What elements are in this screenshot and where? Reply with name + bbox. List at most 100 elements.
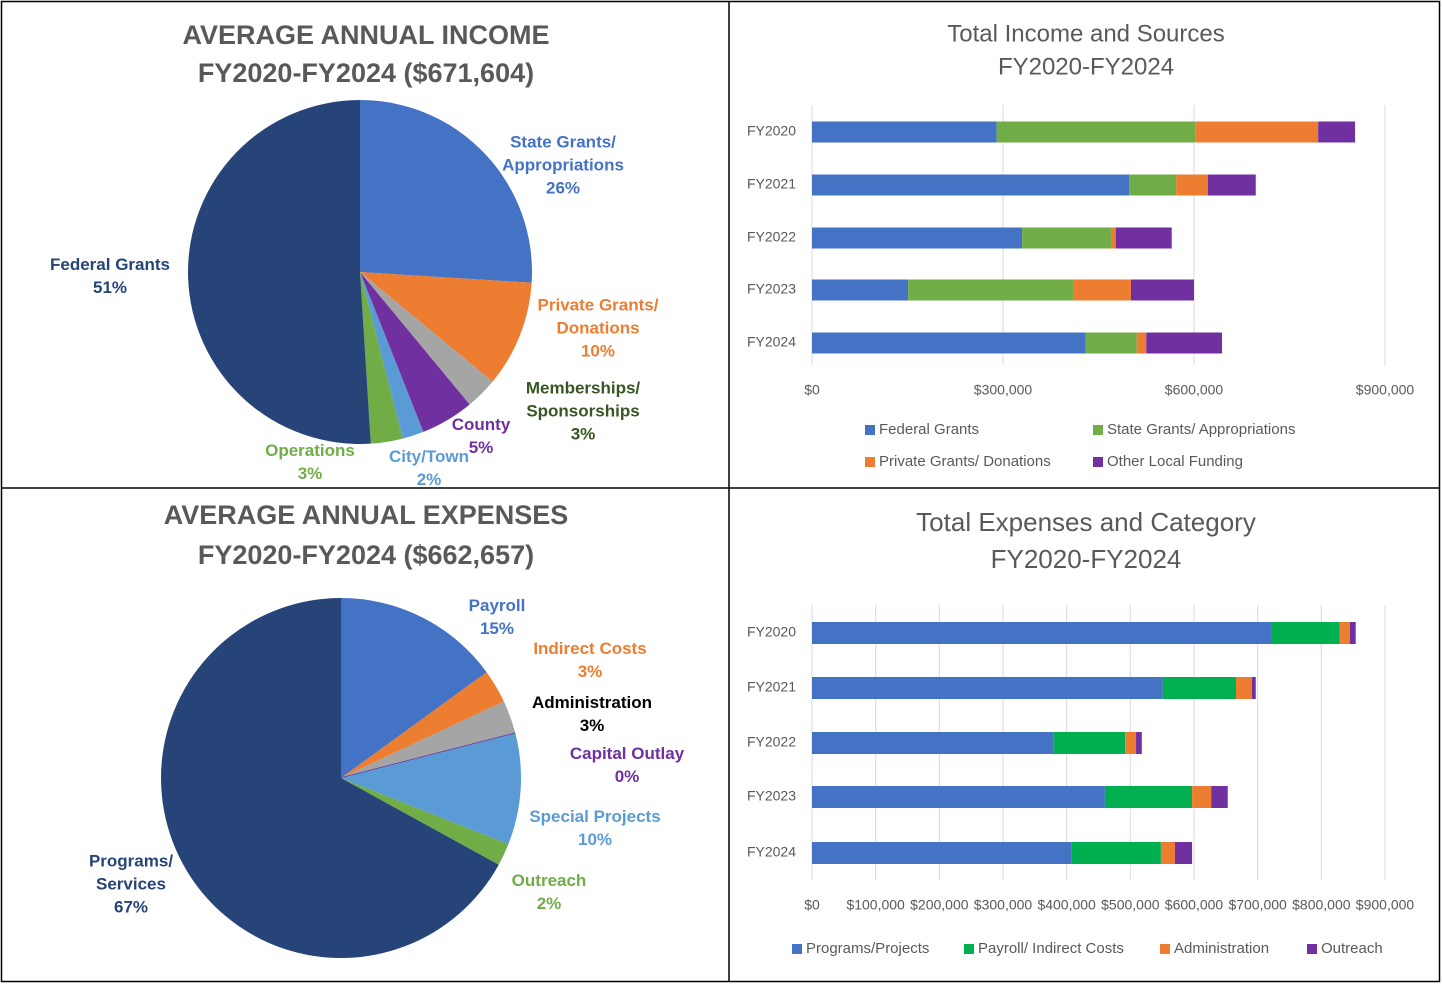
pie-slice [161, 598, 499, 958]
legend-label: Programs/Projects [806, 940, 929, 957]
x-tick-label: $800,000 [1292, 897, 1351, 913]
slice-label: Federal Grants 51% [50, 253, 170, 299]
bar-segment [1251, 677, 1256, 699]
y-tick-label: FY2022 [747, 229, 796, 245]
bar-segment [1104, 786, 1193, 808]
slice-label: Special Projects 10% [529, 805, 660, 851]
pie-slice [341, 778, 509, 865]
slice-label: Payroll 15% [469, 594, 526, 640]
slice-value: 2% [416, 470, 442, 489]
bar-segment [812, 227, 1023, 249]
slice-name: Programs/ Services [88, 851, 174, 894]
bar-segment [812, 842, 1072, 864]
bar-segment [1071, 842, 1161, 864]
slice-label: Administration 3% [532, 691, 652, 737]
legend-swatch [865, 457, 875, 467]
slice-label: Indirect Costs 3% [533, 637, 646, 683]
chart-subtitle: FY2020-FY2024 [991, 544, 1182, 574]
bar-segment [908, 279, 1074, 301]
legend-swatch [865, 425, 875, 435]
x-tick-label: $600,000 [1165, 897, 1224, 913]
y-tick-label: FY2021 [747, 679, 796, 695]
pie-slice [360, 100, 532, 283]
slice-label: City/Town 2% [389, 445, 469, 491]
bar-segment [812, 174, 1130, 196]
y-tick-label: FY2020 [747, 123, 796, 139]
slice-label: County 5% [452, 413, 511, 459]
pie-slice [360, 272, 403, 444]
y-tick-label: FY2024 [747, 844, 796, 860]
bar-segment [812, 786, 1105, 808]
slice-label: Programs/ Services 67% [89, 850, 173, 919]
legend-swatch [792, 944, 802, 954]
slice-name: City/Town [389, 447, 469, 466]
x-tick-label: $0 [804, 382, 820, 398]
bar-segment [1136, 332, 1147, 354]
y-tick-label: FY2024 [747, 334, 796, 350]
slice-value: 15% [479, 619, 515, 638]
legend-swatch [1160, 944, 1170, 954]
bar-segment [1192, 786, 1212, 808]
slice-value: 5% [468, 438, 494, 457]
legend-label: Payroll/ Indirect Costs [978, 940, 1124, 957]
slice-value: 3% [577, 662, 603, 681]
pie-slice [360, 272, 470, 432]
slice-name: Capital Outlay [569, 744, 685, 763]
slice-value: 67% [113, 897, 149, 917]
pie-slice [187, 100, 371, 444]
slice-name: State Grants/ Appropriations [502, 132, 624, 175]
legend-swatch [1093, 425, 1103, 435]
pie-slice [360, 272, 424, 439]
y-tick-label: FY2022 [747, 734, 796, 750]
bar-segment [1339, 622, 1350, 644]
bar-segment [1130, 279, 1194, 301]
slice-value: 10% [577, 830, 613, 849]
chart-subtitle: FY2020-FY2024 [998, 53, 1174, 80]
legend-label: Outreach [1321, 940, 1383, 957]
slice-value: 3% [579, 716, 605, 735]
slice-label: Memberships/ Sponsorships 3% [526, 377, 640, 446]
legend-label: Federal Grants [879, 421, 979, 438]
bar-segment [1085, 332, 1137, 354]
bar-segment [1111, 227, 1116, 249]
slice-name: Indirect Costs [533, 639, 647, 658]
x-tick-label: $600,000 [1165, 382, 1224, 398]
bar-segment [1160, 842, 1175, 864]
bar-segment [1174, 842, 1193, 864]
bar-segment [1211, 786, 1228, 808]
slice-label: Capital Outlay 0% [570, 742, 684, 788]
x-tick-label: $900,000 [1356, 382, 1415, 398]
x-tick-label: $200,000 [910, 897, 969, 913]
slice-value: 3% [297, 464, 323, 483]
x-tick-label: $500,000 [1101, 897, 1160, 913]
bar-segment [812, 622, 1272, 644]
x-tick-label: $300,000 [974, 897, 1033, 913]
slice-name: Operations [265, 441, 355, 460]
x-tick-label: $300,000 [974, 382, 1033, 398]
chart-title: Total Expenses and Category [916, 507, 1256, 537]
bar-segment [1236, 677, 1252, 699]
pie-slice [341, 701, 516, 778]
chart-subtitle: FY2020-FY2024 ($671,604) [198, 58, 534, 88]
chart-title: Total Income and Sources [947, 20, 1225, 47]
slice-name: County [451, 415, 511, 434]
slice-label: Operations 3% [265, 439, 355, 485]
slice-name: Payroll [468, 596, 526, 615]
bar-segment [1053, 732, 1126, 754]
y-tick-label: FY2023 [747, 788, 796, 804]
slice-value: 0% [614, 767, 640, 786]
bar-segment [1271, 622, 1340, 644]
bar-segment [812, 677, 1163, 699]
y-tick-label: FY2023 [747, 281, 796, 297]
slice-name: Special Projects [529, 807, 661, 826]
legend-swatch [1307, 944, 1317, 954]
slice-name: Outreach [511, 871, 587, 890]
slice-label: Private Grants/ Donations 10% [538, 294, 659, 363]
legend-label: Other Local Funding [1107, 453, 1243, 470]
slice-label: Outreach 2% [512, 869, 587, 915]
x-tick-label: $0 [804, 897, 820, 913]
pie-slice [341, 733, 521, 845]
